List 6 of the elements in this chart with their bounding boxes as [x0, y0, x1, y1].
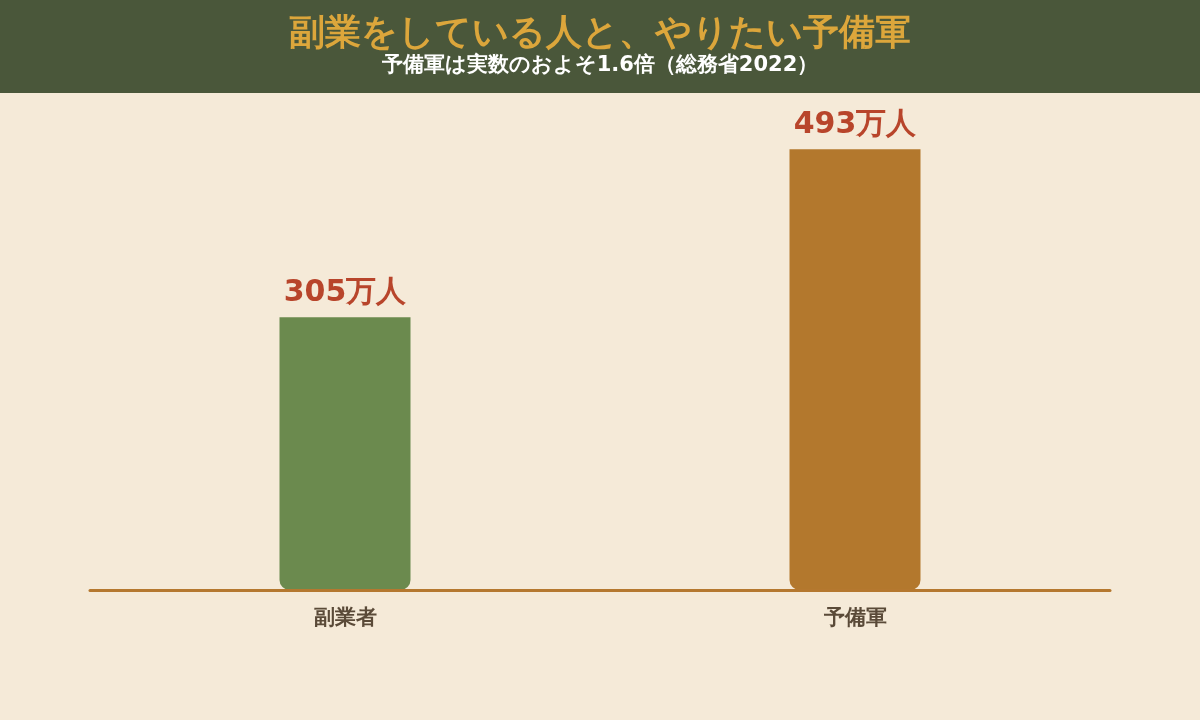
chart-subtitle: 予備軍は実数のおよそ1.6倍（総務省2022） — [380, 51, 819, 76]
x-tick-label: 副業者 — [313, 604, 377, 629]
x-tick-label: 予備軍 — [822, 604, 887, 629]
chart-title: 副業をしている人と、やりたい予備軍 — [289, 10, 911, 52]
data-label: 493万人 — [793, 104, 918, 140]
data-label: 305万人 — [283, 272, 408, 308]
